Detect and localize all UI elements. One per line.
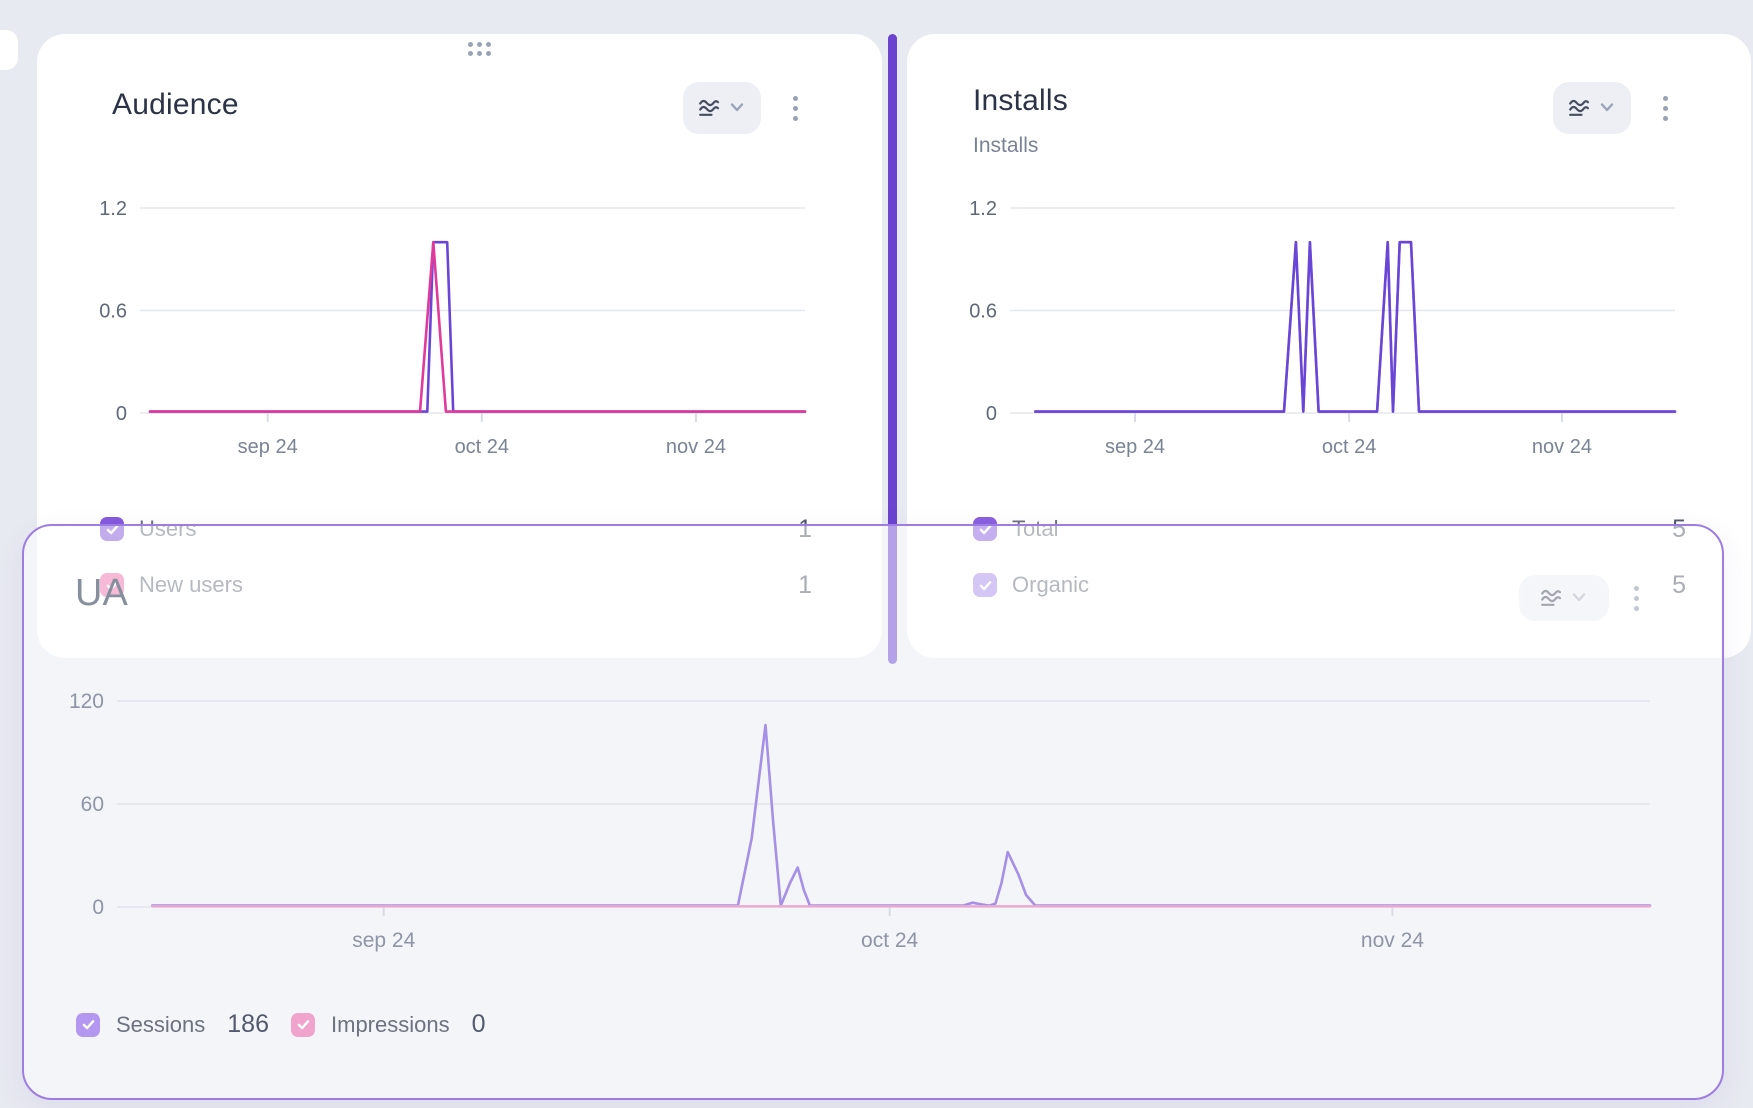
installs-card-subtitle: Installs xyxy=(973,134,1039,157)
svg-text:0: 0 xyxy=(986,403,997,425)
left-edge-panel-fragment xyxy=(0,30,18,70)
waves-chart-type-icon xyxy=(1539,585,1563,612)
chevron-down-icon xyxy=(1597,97,1617,120)
svg-text:nov 24: nov 24 xyxy=(1361,929,1424,952)
svg-text:1.2: 1.2 xyxy=(969,198,997,220)
audience-card-title: Audience xyxy=(112,88,239,121)
audience-chart-type-button[interactable] xyxy=(683,82,761,134)
installs-chart: 0 0.6 1.2 sep 24 oct 24 nov 24 xyxy=(969,198,1677,458)
svg-text:nov 24: nov 24 xyxy=(1532,436,1592,458)
legend-label: Sessions xyxy=(116,1011,206,1037)
waves-chart-type-icon xyxy=(1567,95,1591,122)
svg-text:0.6: 0.6 xyxy=(99,301,127,323)
ua-legend: Sessions 186 Impressions 0 xyxy=(76,1010,486,1039)
legend-value: 0 xyxy=(471,1010,486,1038)
svg-text:1.2: 1.2 xyxy=(99,198,127,220)
drag-handle-dots-icon[interactable] xyxy=(468,42,491,56)
legend-value: 186 xyxy=(227,1010,269,1038)
svg-text:60: 60 xyxy=(81,793,104,816)
audience-chart: 0 0.6 1.2 sep 24 oct 24 nov 24 xyxy=(99,198,807,458)
ua-chart: 0 60 120 sep 24 oct 24 nov 24 xyxy=(69,690,1652,952)
installs-card-title: Installs xyxy=(973,84,1068,117)
svg-text:0.6: 0.6 xyxy=(969,301,997,323)
chevron-down-icon xyxy=(1569,587,1589,610)
legend-item-impressions: Impressions 0 xyxy=(291,1010,486,1039)
waves-chart-type-icon xyxy=(697,95,721,122)
svg-text:sep 24: sep 24 xyxy=(1105,436,1165,458)
legend-item-sessions: Sessions 186 xyxy=(76,1010,269,1039)
svg-text:nov 24: nov 24 xyxy=(666,436,726,458)
widget-drop-divider[interactable] xyxy=(888,34,897,664)
sessions-checkbox[interactable] xyxy=(76,1012,100,1037)
svg-text:0: 0 xyxy=(92,896,104,919)
svg-text:oct 24: oct 24 xyxy=(1322,436,1376,458)
ua-chart-type-button[interactable] xyxy=(1519,575,1609,621)
svg-text:oct 24: oct 24 xyxy=(455,436,509,458)
impressions-checkbox[interactable] xyxy=(291,1012,315,1037)
ua-menu-button[interactable] xyxy=(1630,578,1643,618)
audience-menu-button[interactable] xyxy=(789,86,802,130)
svg-text:120: 120 xyxy=(69,690,104,713)
chevron-down-icon xyxy=(727,97,747,120)
legend-label: Impressions xyxy=(331,1011,450,1037)
svg-text:sep 24: sep 24 xyxy=(238,436,298,458)
ua-widget-title: UA xyxy=(75,572,128,614)
svg-text:sep 24: sep 24 xyxy=(352,929,415,952)
installs-menu-button[interactable] xyxy=(1659,86,1672,130)
svg-text:0: 0 xyxy=(116,403,127,425)
svg-text:oct 24: oct 24 xyxy=(861,929,919,952)
installs-chart-type-button[interactable] xyxy=(1553,82,1631,134)
checkmark-icon xyxy=(297,1020,309,1030)
checkmark-icon xyxy=(82,1020,94,1030)
ua-widget-overlay[interactable]: UA 0 60 120 sep 24 oct 24 nov 24 xyxy=(22,524,1724,1100)
